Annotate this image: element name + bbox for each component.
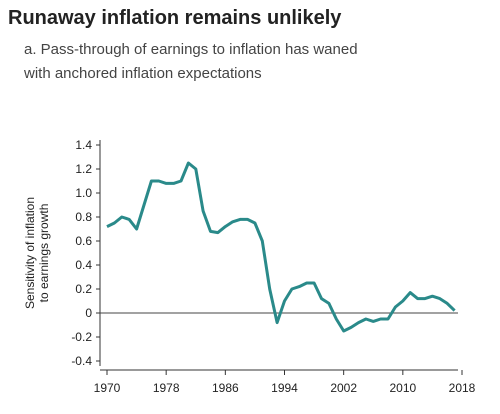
subtitle: with anchored inflation expectations bbox=[23, 65, 262, 82]
x-tick-label: 1994 bbox=[271, 381, 298, 395]
x-tick-label: 1986 bbox=[212, 381, 239, 395]
chart-title: Runaway inflation remains unlikely bbox=[8, 7, 342, 29]
x-tick-label: 2018 bbox=[449, 381, 476, 395]
y-label: Sensitivity of inflation bbox=[23, 197, 37, 309]
y-tick-label: 0 bbox=[85, 306, 92, 320]
x-tick-label: 2010 bbox=[389, 381, 416, 395]
subtitle: a. Pass-through of earnings to inflation… bbox=[24, 41, 358, 58]
x-tick-label: 1970 bbox=[94, 381, 121, 395]
y-tick-label: 0.4 bbox=[75, 258, 92, 272]
y-label: to earnings growth bbox=[37, 204, 51, 303]
y-tick-label: 0.8 bbox=[75, 210, 92, 224]
y-tick-label: 1.0 bbox=[75, 186, 92, 200]
x-tick-label: 1978 bbox=[153, 381, 180, 395]
y-tick-label: -0.2 bbox=[71, 330, 92, 344]
y-tick-label: 1.2 bbox=[75, 162, 92, 176]
y-tick-label: 0.2 bbox=[75, 282, 92, 296]
y-tick-label: 0.6 bbox=[75, 234, 92, 248]
y-tick-label: 1.4 bbox=[75, 138, 92, 152]
y-axis-title: Sensitivity of inflation to earnings gro… bbox=[23, 197, 51, 309]
line bbox=[106, 161, 456, 333]
x-tick-label: 2002 bbox=[330, 381, 357, 395]
y-tick-label: -0.4 bbox=[71, 354, 92, 368]
